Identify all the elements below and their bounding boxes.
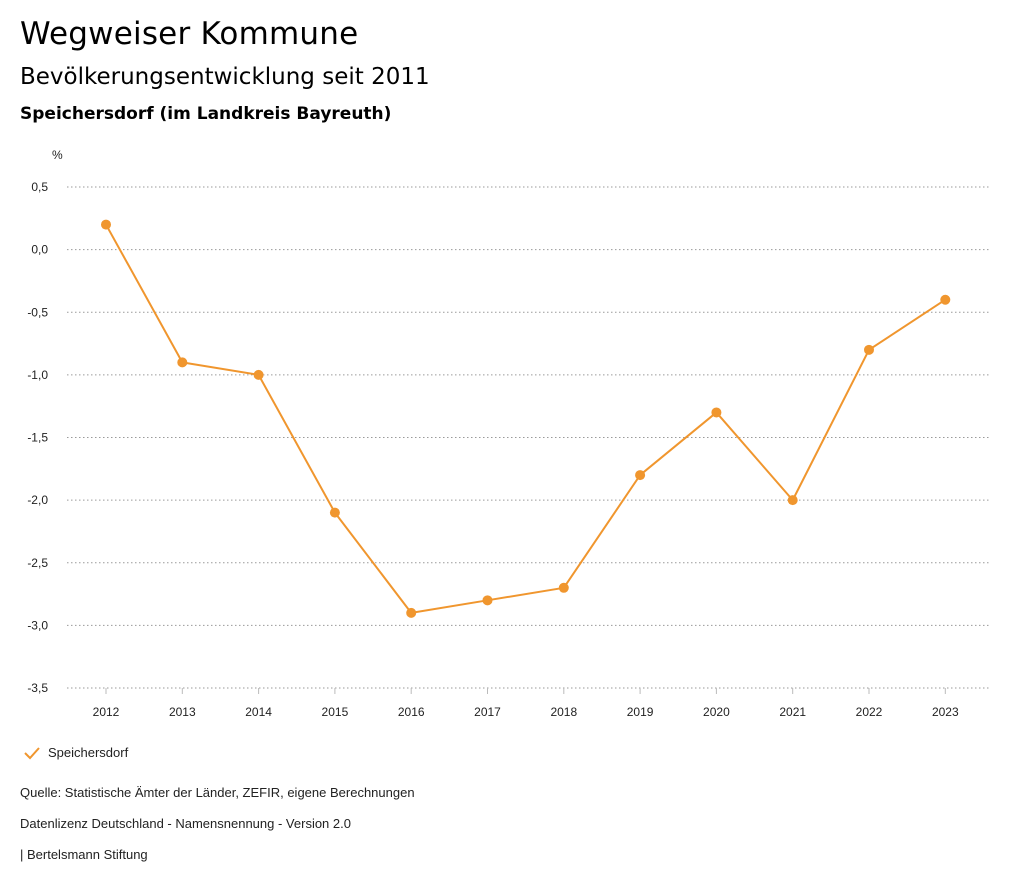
publisher-link[interactable]: | Bertelsmann Stiftung xyxy=(20,847,148,862)
chart-subtitle: Bevölkerungsentwicklung seit 2011 xyxy=(20,64,430,90)
data-point xyxy=(482,595,493,606)
data-point xyxy=(558,582,569,593)
y-tick-label: -1,5 xyxy=(27,431,48,445)
x-tick-label: 2015 xyxy=(322,705,349,719)
check-icon xyxy=(24,746,40,759)
data-point xyxy=(177,357,188,368)
license-note: Datenlizenz Deutschland - Namensnennung … xyxy=(20,816,351,831)
data-point xyxy=(787,495,798,506)
line-chart: 0,50,0-0,5-1,0-1,5-2,0-2,5-3,0-3,5 2012 2… xyxy=(27,148,990,719)
data-point xyxy=(101,219,111,230)
data-point xyxy=(253,369,264,380)
source-note: Quelle: Statistische Ämter der Länder, Z… xyxy=(20,785,415,800)
app-title: Wegweiser Kommune xyxy=(20,16,359,52)
y-tick-label: -0,5 xyxy=(27,305,48,319)
data-point xyxy=(940,294,951,305)
grid-lines xyxy=(67,186,990,689)
data-point xyxy=(329,507,340,518)
x-tick-label: 2020 xyxy=(703,705,730,719)
x-tick-label: 2021 xyxy=(779,705,806,719)
x-tick-label: 2023 xyxy=(932,705,959,719)
y-tick-label: -3,5 xyxy=(27,681,48,695)
x-tick-label: 2012 xyxy=(93,705,120,719)
x-tick-label: 2014 xyxy=(245,705,272,719)
y-tick-label: -3,0 xyxy=(27,618,48,632)
x-tick-label: 2022 xyxy=(856,705,883,719)
legend-label: Speichersdorf xyxy=(48,745,129,760)
series-line xyxy=(105,224,946,614)
y-tick-label: -1,0 xyxy=(27,368,48,382)
data-point xyxy=(635,470,646,481)
data-point xyxy=(406,607,417,618)
y-tick-label: -2,5 xyxy=(27,556,48,570)
x-tick-label: 2018 xyxy=(550,705,577,719)
data-point xyxy=(711,407,722,418)
region-name: Speichersdorf (im Landkreis Bayreuth) xyxy=(20,104,392,124)
y-tick-label: -2,0 xyxy=(27,493,48,507)
x-tick-label: 2016 xyxy=(398,705,425,719)
legend[interactable]: Speichersdorf xyxy=(24,745,128,760)
data-point xyxy=(864,344,874,355)
series-layer xyxy=(101,219,951,618)
x-axis-ticks: 2012 2013 2014 2015 2016 2017 2018 2019 2020 2021… xyxy=(93,688,959,719)
y-axis-unit-label: % xyxy=(52,148,63,162)
y-tick-label: 0,0 xyxy=(31,243,48,257)
x-tick-label: 2017 xyxy=(474,705,501,719)
y-tick-label: 0,5 xyxy=(31,180,48,194)
x-tick-label: 2013 xyxy=(169,705,196,719)
y-axis-ticks: 0,5 0,0 -0,5 -1,0 -1,5 -2,0 -2,5 -3,0 -3,5 xyxy=(27,180,48,695)
x-tick-label: 2019 xyxy=(627,705,654,719)
